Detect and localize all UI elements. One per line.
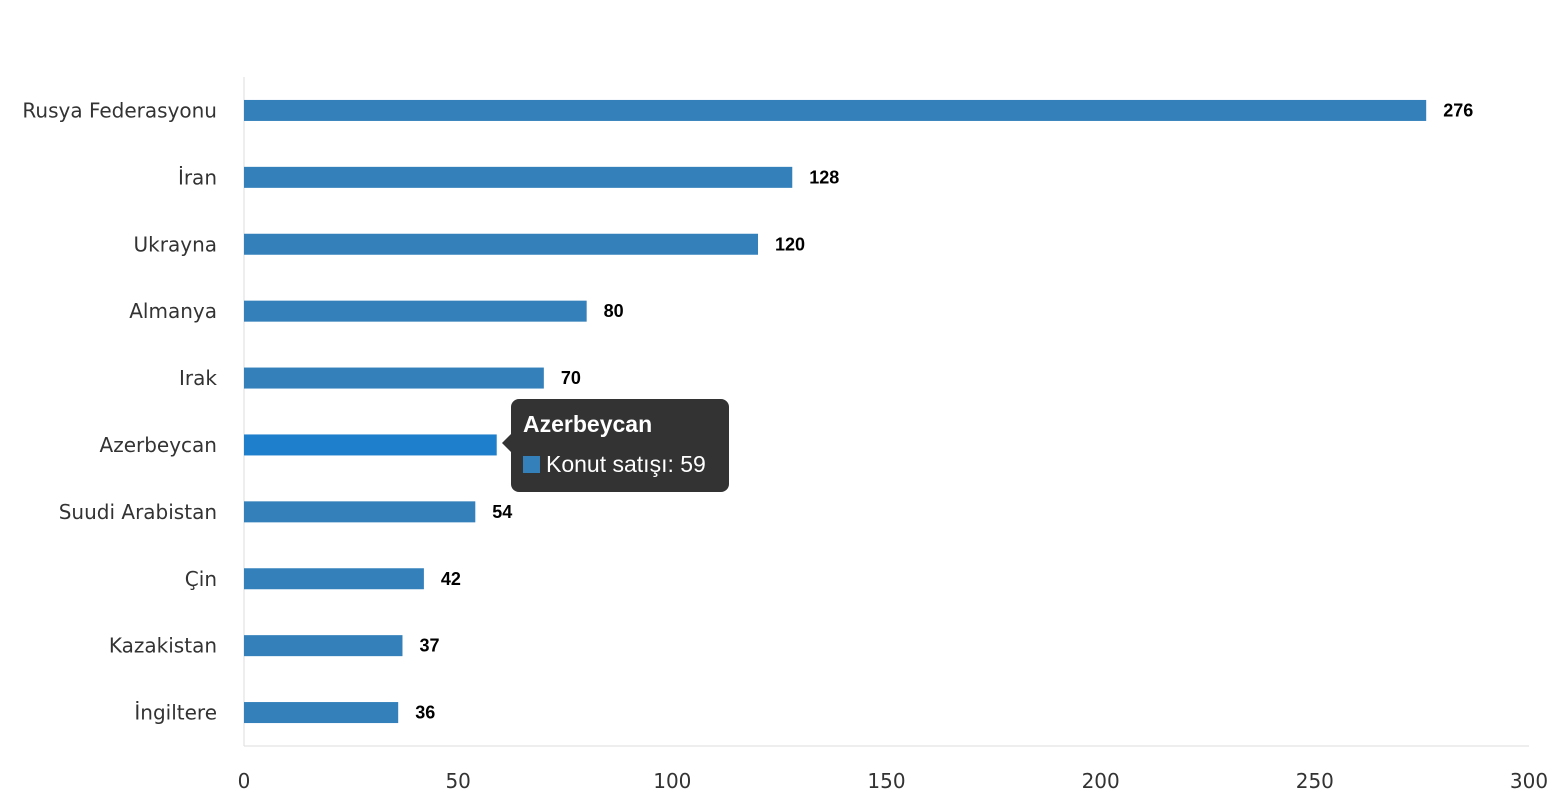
x-tick-label: 300	[1510, 769, 1548, 793]
data-label: 128	[809, 167, 839, 187]
category-label: Ukrayna	[134, 232, 217, 256]
x-tick-label: 200	[1082, 769, 1120, 793]
tooltip-row: Konut satışı: 59	[523, 451, 729, 477]
data-label: 54	[492, 502, 512, 522]
category-label: Çin	[185, 567, 217, 591]
tooltip-text: Konut satışı: 59	[546, 451, 706, 477]
category-label: İngiltere	[134, 701, 217, 725]
category-label: Irak	[179, 366, 217, 390]
category-label: Kazakistan	[109, 634, 217, 658]
x-tick-label: 50	[445, 769, 470, 793]
data-label: 70	[561, 368, 581, 388]
bar[interactable]	[244, 166, 793, 188]
bar[interactable]	[244, 702, 399, 724]
category-label: Almanya	[129, 299, 217, 323]
data-label: 80	[604, 301, 624, 321]
bar[interactable]	[244, 233, 758, 255]
bar[interactable]	[244, 434, 497, 456]
x-tick-label: 100	[653, 769, 691, 793]
bar[interactable]	[244, 635, 403, 657]
category-label: Azerbeycan	[100, 433, 217, 457]
tooltip-title: Azerbeycan	[523, 411, 653, 437]
tooltip-series-swatch	[523, 455, 540, 473]
x-tick-label: 250	[1296, 769, 1334, 793]
bar[interactable]	[244, 367, 544, 389]
data-label: 42	[441, 569, 461, 589]
x-tick-label: 0	[238, 769, 251, 793]
tooltip: Azerbeycan Konut satışı: 59	[502, 399, 729, 492]
category-label: İran	[178, 165, 217, 189]
bar[interactable]	[244, 568, 424, 590]
data-label: 276	[1443, 100, 1473, 120]
data-label: 37	[419, 636, 439, 656]
x-tick-label: 150	[867, 769, 905, 793]
category-label: Suudi Arabistan	[59, 500, 217, 524]
bar[interactable]	[244, 501, 476, 523]
bar[interactable]	[244, 99, 1427, 121]
bar[interactable]	[244, 300, 587, 322]
category-label: Rusya Federasyonu	[22, 98, 217, 122]
data-label: 36	[415, 703, 435, 723]
data-label: 120	[775, 234, 805, 254]
